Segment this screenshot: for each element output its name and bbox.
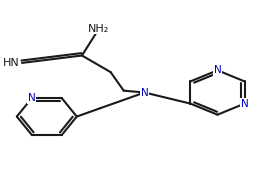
Text: N: N [141, 88, 148, 97]
Text: NH₂: NH₂ [88, 24, 109, 34]
Text: HN: HN [3, 58, 19, 68]
Text: N: N [241, 99, 249, 109]
Text: N: N [28, 93, 36, 103]
Text: N: N [214, 65, 221, 75]
